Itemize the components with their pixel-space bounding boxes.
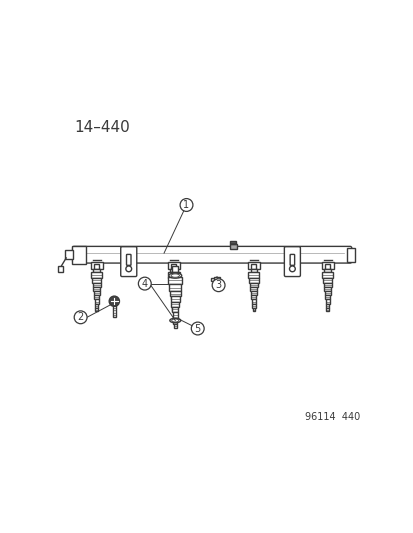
Bar <box>173 324 177 328</box>
Bar <box>229 244 236 249</box>
Bar <box>170 291 176 295</box>
Bar <box>247 262 259 269</box>
Bar <box>324 269 330 272</box>
Text: 1: 1 <box>183 200 189 210</box>
Text: 5: 5 <box>194 324 200 334</box>
Bar <box>171 299 175 304</box>
Circle shape <box>74 311 87 324</box>
Bar <box>251 299 255 304</box>
Bar <box>168 277 182 285</box>
Bar <box>65 250 73 259</box>
Text: 3: 3 <box>215 280 221 290</box>
Bar <box>94 264 99 269</box>
Bar <box>322 278 332 282</box>
Bar <box>252 308 255 311</box>
Bar <box>251 264 256 269</box>
Bar <box>172 304 175 308</box>
Bar <box>324 291 330 295</box>
Circle shape <box>289 266 294 272</box>
Bar <box>95 308 98 311</box>
Bar <box>172 312 178 318</box>
Bar <box>210 278 214 281</box>
Bar <box>95 299 98 304</box>
Bar <box>325 299 329 304</box>
Bar <box>91 272 102 278</box>
Bar <box>249 278 258 282</box>
Bar <box>171 272 179 277</box>
Bar <box>250 269 256 272</box>
Text: 4: 4 <box>141 279 147 288</box>
Text: 14–440: 14–440 <box>74 120 130 135</box>
Bar <box>323 287 330 291</box>
Bar <box>112 301 116 317</box>
Bar <box>171 295 176 299</box>
Bar <box>321 262 333 269</box>
Circle shape <box>126 266 131 272</box>
Bar <box>325 264 329 269</box>
Bar <box>92 278 101 282</box>
Bar <box>248 272 259 278</box>
Bar <box>252 304 255 308</box>
Bar <box>250 287 257 291</box>
Circle shape <box>109 296 119 306</box>
Bar <box>170 269 176 272</box>
Text: 96114  440: 96114 440 <box>304 411 359 422</box>
Bar <box>93 282 100 287</box>
Bar <box>93 269 100 272</box>
Bar <box>72 246 85 263</box>
Bar <box>167 262 179 269</box>
Circle shape <box>212 279 225 292</box>
Bar <box>325 308 328 311</box>
Bar <box>95 304 98 308</box>
Bar <box>173 318 177 324</box>
Circle shape <box>138 277 151 290</box>
Bar <box>230 240 235 244</box>
Bar <box>171 302 179 307</box>
Bar <box>214 277 219 284</box>
Bar <box>325 295 329 299</box>
Bar <box>93 291 100 295</box>
Bar <box>172 266 178 272</box>
Bar <box>323 282 331 287</box>
Bar <box>346 248 354 262</box>
Text: 2: 2 <box>77 312 83 322</box>
Bar <box>169 282 177 287</box>
Bar <box>90 262 102 269</box>
Ellipse shape <box>169 273 181 278</box>
Ellipse shape <box>171 274 179 277</box>
Bar <box>325 304 328 308</box>
Bar <box>170 290 180 296</box>
Bar <box>170 287 177 291</box>
Bar <box>94 295 99 299</box>
FancyBboxPatch shape <box>290 254 294 265</box>
Bar <box>172 308 175 311</box>
Circle shape <box>191 322 204 335</box>
Bar <box>168 272 179 278</box>
Circle shape <box>180 199 192 212</box>
Ellipse shape <box>171 319 178 322</box>
Bar <box>171 264 176 269</box>
FancyBboxPatch shape <box>126 254 131 265</box>
FancyBboxPatch shape <box>72 246 351 263</box>
Bar <box>170 296 179 302</box>
Bar <box>251 295 256 299</box>
Ellipse shape <box>169 318 180 323</box>
Bar <box>169 278 178 282</box>
Bar <box>250 291 256 295</box>
Bar <box>169 285 181 290</box>
Bar <box>321 272 332 278</box>
FancyBboxPatch shape <box>284 247 300 277</box>
Bar <box>58 266 63 272</box>
FancyBboxPatch shape <box>121 247 136 277</box>
Bar <box>93 287 100 291</box>
Bar <box>172 307 178 312</box>
Bar <box>249 282 257 287</box>
